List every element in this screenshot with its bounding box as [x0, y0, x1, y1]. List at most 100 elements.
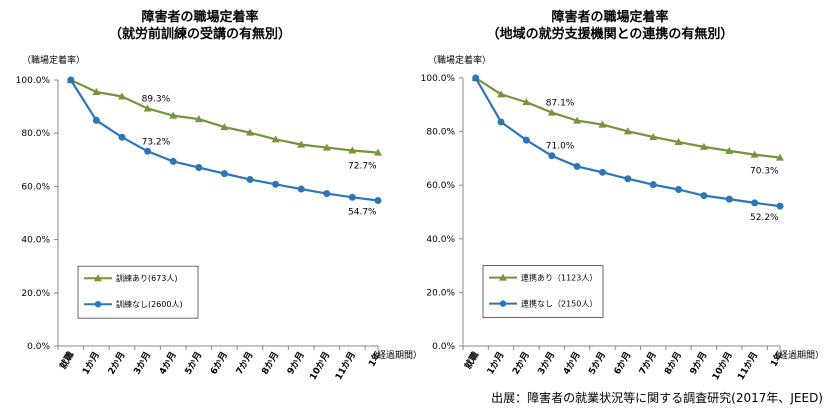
data-point-circle	[348, 193, 356, 201]
data-point-triangle	[699, 142, 708, 150]
legend-label: 訓練なし(2600人)	[116, 299, 183, 309]
data-point-triangle	[118, 92, 126, 100]
data-point-circle	[497, 118, 505, 126]
data-point-circle	[624, 175, 632, 183]
data-point-circle	[169, 157, 177, 165]
data-label: 72.7%	[348, 162, 377, 172]
data-point-circle	[725, 195, 733, 203]
chart-title: 障害者の職場定着率	[551, 10, 669, 25]
data-point-triangle	[623, 127, 632, 135]
data-point-triangle	[220, 123, 229, 131]
data-point-circle	[751, 199, 759, 207]
data-point-triangle	[649, 132, 658, 140]
legend-marker-circle	[94, 301, 102, 308]
y-tick-label: 0.0%	[432, 342, 455, 352]
data-point-triangle	[674, 138, 683, 146]
data-point-triangle	[348, 146, 357, 154]
data-point-triangle	[194, 115, 203, 123]
data-label: 54.7%	[348, 207, 377, 217]
data-point-circle	[297, 185, 305, 193]
series-line-2	[474, 77, 781, 208]
data-point-triangle	[522, 98, 531, 106]
data-point-triangle	[374, 148, 382, 156]
y-axis-label: （職場定着率）	[428, 54, 491, 66]
legend-marker-circle	[499, 300, 507, 307]
data-label: 52.2%	[750, 213, 779, 223]
x-tick-label: 5か月	[183, 350, 205, 377]
series-line-1	[475, 77, 781, 159]
y-tick-label: 60.0%	[21, 182, 50, 192]
data-point-circle	[598, 168, 606, 176]
legend-label: 連携なし（2150人）	[521, 299, 597, 309]
data-point-triangle	[169, 111, 178, 119]
x-tick-label: 就職	[57, 350, 76, 372]
data-label: 89.3%	[142, 94, 171, 104]
data-point-triangle	[497, 90, 506, 98]
data-point-triangle	[297, 140, 306, 148]
x-tick-label: 9か月	[285, 350, 307, 377]
x-tick-label: 10か月	[710, 350, 735, 382]
x-tick-label: 9か月	[688, 350, 710, 377]
data-point-triangle	[547, 108, 556, 116]
data-point-triangle	[143, 104, 152, 112]
data-label: 73.2%	[142, 137, 171, 147]
line-chart-training: （職場定着率）0.0%20.0%40.0%60.0%80.0%100.0%就職 1…	[16, 54, 422, 382]
x-tick-label: 就職	[462, 350, 481, 372]
series-line-1	[70, 79, 379, 154]
data-point-circle	[323, 190, 331, 198]
x-tick-label: 2か月	[510, 350, 532, 377]
data-point-circle	[220, 170, 228, 178]
data-point-triangle	[246, 128, 254, 136]
x-tick-label: 3か月	[132, 350, 154, 377]
x-tick-label: 8か月	[260, 350, 282, 377]
chart-title: 障害者の職場定着率	[141, 10, 259, 25]
y-tick-label: 80.0%	[21, 129, 50, 139]
data-point-circle	[374, 196, 382, 204]
x-tick-label: 8か月	[662, 350, 684, 377]
data-point-triangle	[725, 146, 734, 154]
x-tick-label: 11か月	[333, 350, 358, 382]
y-tick-label: 100.0%	[16, 76, 51, 86]
chart-subtitle: （地域の就労支援機関との連携の有無別）	[486, 27, 734, 42]
x-tick-label: 6か月	[208, 350, 230, 377]
source-note: 出展：障害者の就業状況等に関する調査研究(2017年、JEED)	[491, 391, 823, 405]
data-point-circle	[649, 181, 657, 189]
y-tick-label: 80.0%	[426, 128, 455, 138]
data-point-circle	[548, 152, 556, 160]
data-point-triangle	[271, 135, 280, 143]
chart-panel-cooperation: 障害者の職場定着率 （地域の就労支援機関との連携の有無別） （職場定着率） 0.0…	[410, 0, 824, 385]
data-point-circle	[92, 116, 100, 124]
x-tick-label: 7か月	[234, 350, 256, 377]
chart-subtitle: （就労前訓練の受講の有無別）	[108, 27, 291, 42]
x-tick-label: 11か月	[735, 350, 760, 382]
y-axis-label: （職場定着率）	[22, 54, 85, 66]
data-label: 71.0%	[546, 142, 575, 152]
data-point-circle	[522, 136, 530, 144]
y-tick-label: 60.0%	[426, 181, 455, 191]
y-tick-label: 20.0%	[21, 289, 50, 299]
chart-panel-training: 障害者の職場定着率 （就労前訓練の受講の有無別） （職場定着率） 0.0% 20.0…	[0, 0, 422, 385]
x-tick-label: 5か月	[586, 350, 608, 377]
data-point-triangle	[750, 150, 759, 158]
y-tick-label: 100.0%	[421, 74, 456, 84]
data-point-triangle	[776, 153, 784, 161]
data-point-circle	[675, 185, 683, 193]
series-line-2	[69, 79, 379, 202]
x-tick-label: 3か月	[536, 350, 558, 377]
x-axis-label: （経過期間）	[368, 349, 422, 361]
data-label: 70.3%	[750, 167, 779, 177]
data-point-circle	[67, 76, 75, 84]
data-point-circle	[195, 164, 203, 172]
x-tick-label: 1か月	[80, 350, 102, 377]
x-tick-label: 4か月	[561, 350, 583, 377]
data-point-triangle	[92, 87, 101, 95]
x-axis-label: （経過期間）	[770, 349, 824, 361]
line-chart-cooperation: （職場定着率）0.0%20.0%40.0%60.0%80.0%100.0%就職 1…	[421, 54, 824, 382]
data-point-triangle	[598, 120, 607, 128]
legend-marker-triangle	[94, 274, 102, 282]
data-point-circle	[144, 147, 152, 155]
data-point-circle	[272, 180, 280, 188]
y-tick-label: 40.0%	[426, 235, 455, 245]
x-tick-label: 2か月	[106, 350, 128, 377]
x-tick-label: 10か月	[308, 350, 333, 382]
